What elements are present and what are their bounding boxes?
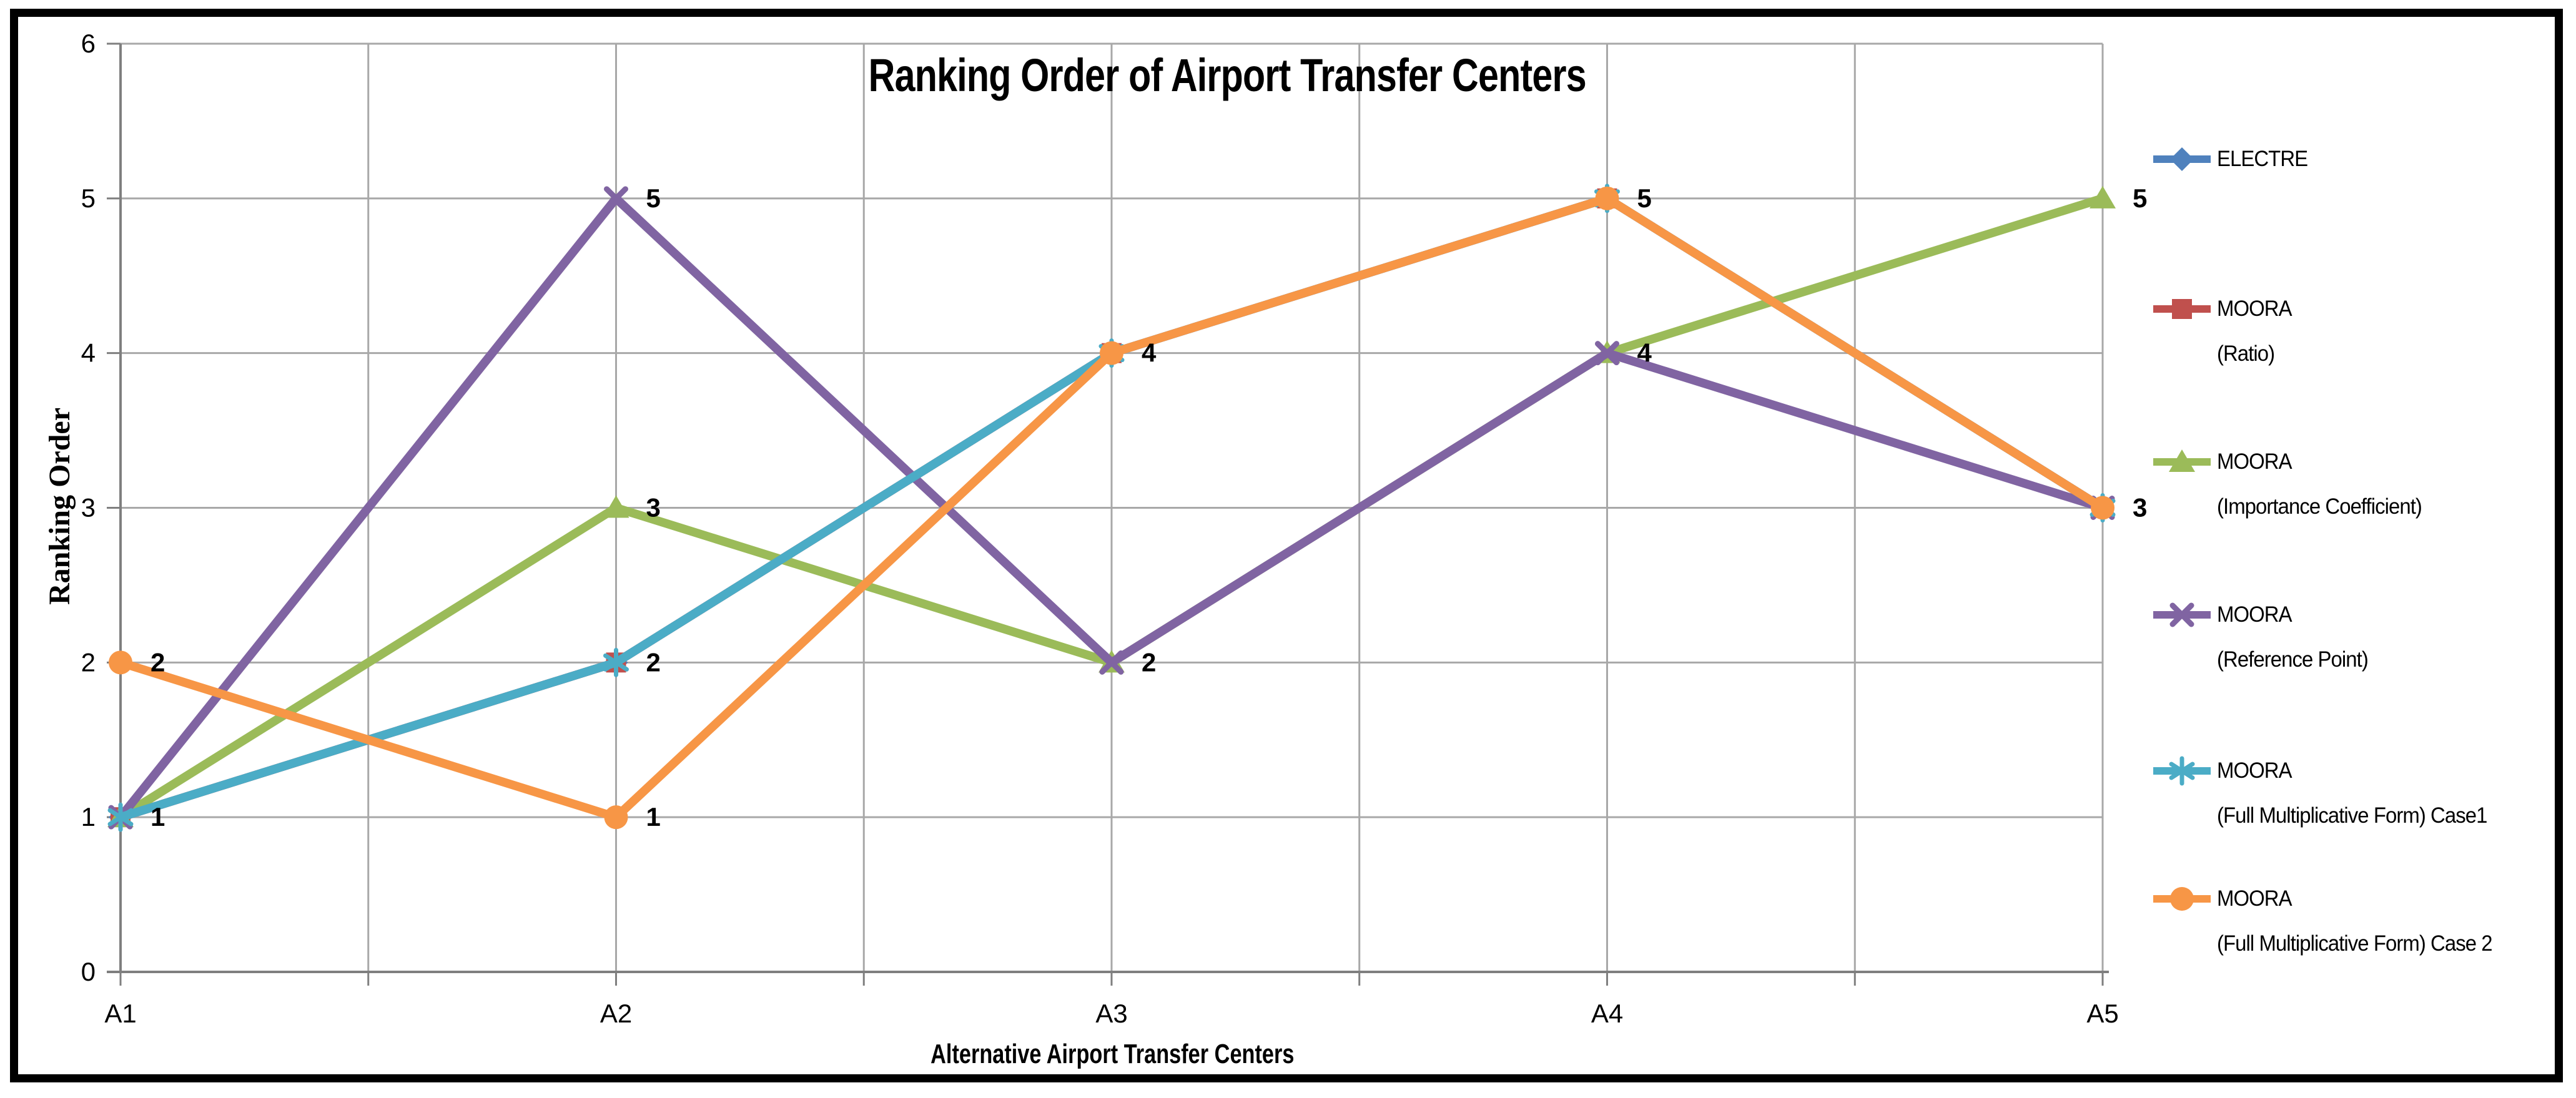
y-axis-title: Ranking Order: [43, 407, 76, 605]
data-label: 2: [646, 647, 661, 677]
y-tick-label: 5: [81, 184, 96, 213]
x-tick-label: A2: [600, 999, 632, 1028]
chart-title: Ranking Order of Airport Transfer Center…: [624, 49, 1830, 102]
series-marker-asterisk: [603, 647, 629, 677]
series-marker-circle: [1595, 186, 1619, 210]
x-axis-title-text: Alternative Airport Transfer Centers: [930, 1039, 1295, 1069]
y-tick-label: 4: [81, 338, 96, 368]
series-marker-circle: [1100, 341, 1123, 365]
data-label: 3: [2133, 493, 2147, 522]
x-axis-title: Alternative Airport Transfer Centers: [675, 1039, 1549, 1070]
series-marker-triangle: [2090, 185, 2116, 208]
y-tick-label: 1: [81, 802, 96, 831]
series-marker-triangle: [603, 495, 629, 518]
data-label: 1: [151, 802, 165, 831]
data-label: 2: [1142, 647, 1156, 677]
data-label: 1: [646, 802, 661, 831]
data-label: 4: [1637, 338, 1652, 368]
series-marker-x: [1595, 341, 1619, 366]
y-tick-label: 3: [81, 493, 96, 522]
chart-border-frame: [10, 9, 2563, 1082]
chart-title-text: Ranking Order of Airport Transfer Center…: [868, 49, 1586, 101]
data-label: 3: [646, 493, 661, 522]
x-tick-label: A5: [2086, 999, 2118, 1028]
data-label: 2: [151, 647, 165, 677]
series-marker-circle: [109, 650, 132, 675]
data-label: 5: [1637, 184, 1652, 213]
series-marker-x: [1099, 650, 1124, 675]
data-label: 5: [2133, 184, 2147, 213]
x-tick-label: A3: [1095, 999, 1127, 1028]
y-tick-label: 2: [81, 647, 96, 677]
series-marker-asterisk: [107, 802, 134, 832]
x-tick-label: A1: [104, 999, 136, 1028]
series-marker-circle: [604, 805, 628, 830]
data-label: 4: [1142, 338, 1157, 368]
series-marker-circle: [2091, 496, 2115, 520]
series-marker-x: [604, 186, 628, 211]
data-label: 5: [646, 184, 661, 213]
y-tick-label: 6: [81, 29, 96, 58]
y-tick-label: 0: [81, 957, 96, 986]
x-tick-label: A4: [1591, 999, 1623, 1028]
